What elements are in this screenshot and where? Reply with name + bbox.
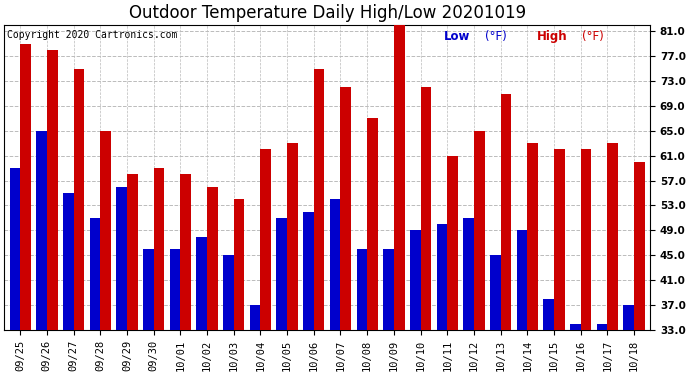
Bar bbox=[63, 193, 74, 330]
Bar bbox=[170, 249, 180, 330]
Bar bbox=[570, 324, 581, 330]
Bar bbox=[223, 255, 234, 330]
Bar bbox=[143, 249, 154, 330]
Bar bbox=[260, 150, 271, 330]
Bar bbox=[250, 305, 260, 330]
Bar bbox=[100, 131, 111, 330]
Text: High: High bbox=[537, 30, 568, 43]
Bar bbox=[421, 87, 431, 330]
Bar bbox=[367, 118, 378, 330]
Bar bbox=[277, 218, 287, 330]
Bar bbox=[463, 218, 474, 330]
Bar bbox=[10, 168, 20, 330]
Bar bbox=[90, 218, 100, 330]
Bar bbox=[554, 150, 564, 330]
Bar bbox=[527, 143, 538, 330]
Bar bbox=[234, 199, 244, 330]
Bar bbox=[410, 230, 421, 330]
Bar bbox=[383, 249, 394, 330]
Bar bbox=[447, 156, 458, 330]
Bar bbox=[607, 143, 618, 330]
Bar bbox=[36, 131, 47, 330]
Bar bbox=[474, 131, 484, 330]
Bar bbox=[490, 255, 501, 330]
Bar bbox=[624, 305, 634, 330]
Bar bbox=[357, 249, 367, 330]
Bar bbox=[180, 174, 191, 330]
Bar bbox=[437, 224, 447, 330]
Bar bbox=[127, 174, 137, 330]
Text: Copyright 2020 Cartronics.com: Copyright 2020 Cartronics.com bbox=[8, 30, 178, 40]
Bar bbox=[543, 299, 554, 330]
Bar bbox=[501, 93, 511, 330]
Bar bbox=[20, 44, 31, 330]
Bar bbox=[597, 324, 607, 330]
Bar bbox=[207, 187, 218, 330]
Bar bbox=[340, 87, 351, 330]
Bar bbox=[330, 199, 340, 330]
Bar bbox=[634, 162, 644, 330]
Bar bbox=[394, 25, 404, 330]
Bar bbox=[197, 237, 207, 330]
Bar bbox=[47, 50, 57, 330]
Bar bbox=[517, 230, 527, 330]
Text: (°F): (°F) bbox=[582, 30, 604, 43]
Bar bbox=[581, 150, 591, 330]
Text: (°F): (°F) bbox=[485, 30, 507, 43]
Bar bbox=[74, 69, 84, 330]
Bar bbox=[303, 212, 314, 330]
Bar bbox=[117, 187, 127, 330]
Text: Low: Low bbox=[444, 30, 470, 43]
Bar bbox=[287, 143, 298, 330]
Title: Outdoor Temperature Daily High/Low 20201019: Outdoor Temperature Daily High/Low 20201… bbox=[128, 4, 526, 22]
Bar bbox=[154, 168, 164, 330]
Bar bbox=[314, 69, 324, 330]
